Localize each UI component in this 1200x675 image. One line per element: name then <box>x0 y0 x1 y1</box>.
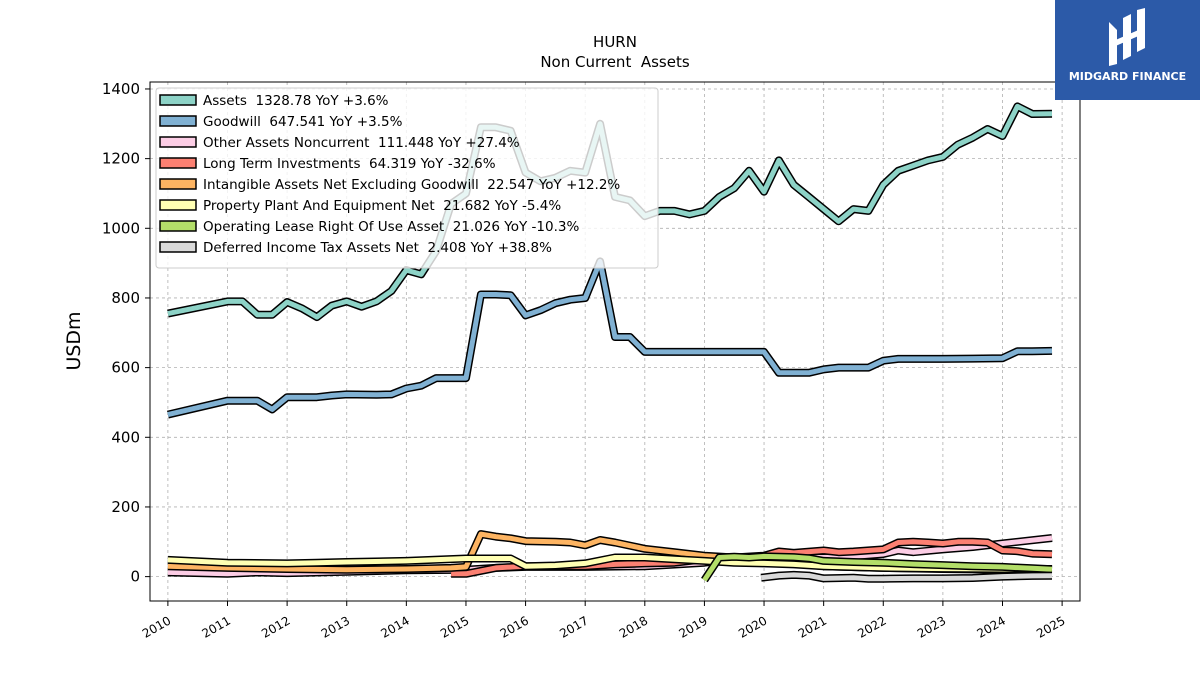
x-tick-label: 2019 <box>676 613 709 640</box>
legend-swatch-1 <box>159 115 197 127</box>
series-line-3 <box>451 539 1053 577</box>
y-tick-label: 1400 <box>102 80 140 98</box>
x-tick-label: 2012 <box>259 613 292 640</box>
legend-swatch-4 <box>159 178 197 190</box>
x-tick-label: 2010 <box>140 613 173 640</box>
x-tick-label: 2022 <box>855 613 888 640</box>
legend-label-6: Operating Lease Right Of Use Asset 21.02… <box>203 219 579 235</box>
legend-label-0: Assets 1328.78 YoY +3.6% <box>203 93 389 109</box>
y-tick-label: 1000 <box>102 219 140 237</box>
x-tick-label: 2013 <box>319 613 352 640</box>
y-tick-label: 800 <box>111 289 140 307</box>
legend-label-2: Other Assets Noncurrent 111.448 YoY +27.… <box>203 135 520 151</box>
y-tick-label: 600 <box>111 359 140 377</box>
legend-label-4: Intangible Assets Net Excluding Goodwill… <box>203 177 620 193</box>
legend: Assets 1328.78 YoY +3.6% Goodwill 647.541… <box>155 87 659 269</box>
series-line-7 <box>760 572 1053 582</box>
series-outline-1 <box>166 257 1053 419</box>
legend-swatch-7 <box>159 241 197 253</box>
x-tick-label: 2023 <box>915 613 948 640</box>
legend-label-5: Property Plant And Equipment Net 21.682 … <box>203 198 561 214</box>
series-line-6 <box>702 553 1053 582</box>
chart-subtitle: Non Current Assets <box>540 53 690 71</box>
chart-title: HURN <box>593 33 637 51</box>
y-axis-label: USDm <box>63 311 85 370</box>
brand-name: MIDGARD FINANCE <box>1068 70 1187 83</box>
x-tick-label: 2016 <box>498 613 531 640</box>
x-tick-label: 2025 <box>1034 613 1067 640</box>
x-tick-label: 2024 <box>975 613 1008 640</box>
legend-label-7: Deferred Income Tax Assets Net 2.408 YoY… <box>203 240 552 256</box>
x-tick-label: 2014 <box>378 613 411 640</box>
legend-swatch-5 <box>159 199 197 211</box>
y-tick-label: 200 <box>111 498 140 516</box>
x-tick-label: 2020 <box>736 613 769 640</box>
legend-swatch-6 <box>159 220 197 232</box>
midgard-logo-icon <box>1109 8 1145 66</box>
x-tick-label: 2011 <box>200 613 233 640</box>
y-tick-label: 400 <box>111 428 140 446</box>
legend-label-3: Long Term Investments 64.319 YoY -32.6% <box>203 156 496 172</box>
brand-logo: MIDGARD FINANCE <box>1055 0 1200 100</box>
y-tick-label: 0 <box>130 568 140 586</box>
x-tick-label: 2015 <box>438 613 471 640</box>
plot-frame <box>149 81 1081 602</box>
series-line-5 <box>167 555 1052 572</box>
x-tick-label: 2021 <box>796 613 829 640</box>
legend-swatch-2 <box>159 136 197 148</box>
legend-swatch-3 <box>159 157 197 169</box>
legend-swatch-0 <box>159 94 197 106</box>
y-tick-label: 1200 <box>102 150 140 168</box>
legend-box <box>155 87 659 269</box>
legend-label-1: Goodwill 647.541 YoY +3.5% <box>203 114 403 130</box>
series-line-1 <box>167 258 1053 418</box>
x-tick-label: 2018 <box>617 613 650 640</box>
x-tick-label: 2017 <box>557 613 590 640</box>
